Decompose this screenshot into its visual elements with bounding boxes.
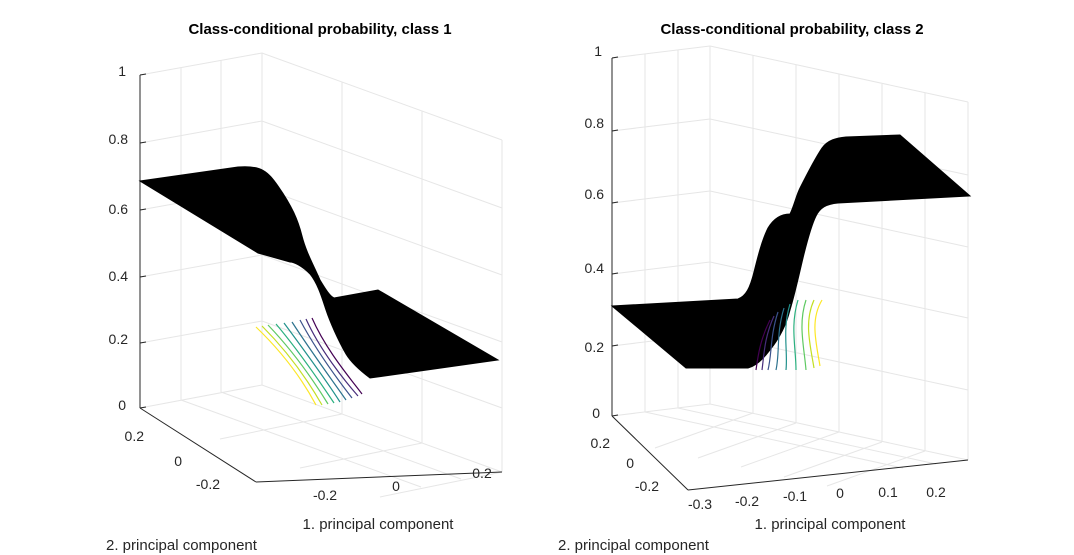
z-tick-label: 0.2 — [585, 339, 605, 355]
grid-line — [299, 442, 423, 469]
contour-line — [807, 299, 815, 369]
z-tick-label: 0.2 — [109, 331, 129, 347]
contour-line — [775, 307, 785, 371]
x-axis-line — [255, 471, 503, 483]
grid-line — [139, 254, 503, 343]
y-axis-line — [611, 415, 689, 491]
z-tick-label: 0.4 — [109, 268, 129, 284]
z-tick-label: 0.6 — [585, 186, 605, 202]
z-tick-mark — [611, 344, 619, 347]
contour-line — [311, 317, 363, 395]
z-tick-label: 0 — [118, 397, 126, 413]
z-tick-label: 0.4 — [585, 260, 605, 276]
x-axis-label: 1. principal component — [755, 516, 907, 533]
y-axis-label: 2. principal component — [558, 537, 710, 554]
contour-line — [255, 326, 317, 406]
x-tick-label: 0 — [392, 478, 400, 494]
contour-line — [305, 318, 359, 397]
contour-line — [283, 322, 341, 403]
y-tick-label: 0 — [626, 455, 634, 471]
x-axis-label: 1. principal component — [303, 516, 455, 533]
z-tick-mark — [139, 141, 147, 144]
surface-class-1 — [138, 166, 500, 379]
contour-line — [767, 311, 779, 371]
y-tick-label: 0.2 — [591, 435, 611, 451]
axes-class-1 — [139, 73, 503, 483]
probability-surface — [138, 166, 500, 379]
y-tick-label: -0.2 — [196, 476, 220, 492]
z-tick-label: 1 — [118, 63, 126, 79]
grid-class-1 — [139, 52, 503, 498]
z-tick-mark — [611, 56, 619, 59]
grid-line — [139, 52, 503, 141]
contours-class-1 — [255, 317, 363, 406]
contour-line — [299, 319, 353, 399]
contour-line — [275, 323, 335, 404]
x-tick-label: 0.2 — [472, 465, 492, 481]
z-tick-mark — [139, 73, 147, 76]
x-tick-label: 0.2 — [926, 484, 946, 500]
contour-line — [785, 303, 791, 371]
grid-line — [654, 412, 754, 449]
grid-line — [677, 407, 937, 465]
contour-line — [755, 319, 771, 371]
y-tick-label: 0 — [174, 453, 182, 469]
z-tick-mark — [611, 129, 619, 132]
contour-line — [267, 324, 329, 405]
z-tick-mark — [139, 341, 147, 344]
z-tick-label: 0.8 — [585, 115, 605, 131]
z-tick-label: 1 — [594, 43, 602, 59]
y-axis-label: 2. principal component — [106, 537, 258, 554]
y-axis-line — [139, 407, 257, 483]
x-axis-line — [687, 459, 969, 491]
y-tick-label: -0.2 — [635, 478, 659, 494]
plot-class-1: Class-conditional probability, class 1 1… — [106, 21, 503, 554]
x-tick-label: -0.2 — [313, 487, 337, 503]
plot-class-2: Class-conditional probability, class 2 1… — [558, 21, 972, 554]
grid-line — [644, 411, 904, 469]
grid-line — [783, 441, 883, 478]
contour-line — [291, 321, 347, 401]
chart-title: Class-conditional probability, class 2 — [660, 21, 923, 38]
contour-line — [793, 299, 799, 371]
z-tick-mark — [139, 406, 147, 409]
x-tick-label: -0.3 — [688, 496, 712, 512]
grid-line — [697, 422, 797, 459]
contour-line — [814, 299, 823, 367]
z-tick-mark — [139, 275, 147, 278]
z-tick-label: 0.8 — [109, 131, 129, 147]
grid-line — [220, 391, 462, 480]
x-tick-label: 0.1 — [878, 484, 898, 500]
contour-line — [801, 299, 807, 371]
z-tick-label: 0.6 — [109, 201, 129, 217]
grid-line — [740, 431, 840, 468]
grid-line — [219, 413, 343, 440]
z-tick-mark — [611, 201, 619, 204]
chart-title: Class-conditional probability, class 1 — [188, 21, 451, 38]
x-tick-label: 0 — [836, 485, 844, 501]
grid-line — [611, 403, 969, 461]
axes-class-2 — [611, 56, 969, 491]
grid-line — [826, 450, 926, 487]
surface-class-2 — [610, 134, 972, 369]
z-tick-mark — [611, 272, 619, 275]
y-tick-label: 0.2 — [125, 428, 145, 444]
contours-class-2 — [755, 299, 823, 371]
x-tick-label: -0.2 — [735, 493, 759, 509]
z-tick-mark — [139, 208, 147, 211]
probability-surface — [610, 134, 972, 369]
grid-line — [379, 471, 503, 498]
contour-line — [761, 315, 775, 371]
x-tick-label: -0.1 — [783, 488, 807, 504]
z-tick-label: 0 — [592, 405, 600, 421]
grid-line — [180, 399, 422, 488]
grid-line — [611, 45, 969, 103]
contour-line — [261, 325, 323, 406]
z-tick-mark — [611, 414, 619, 417]
